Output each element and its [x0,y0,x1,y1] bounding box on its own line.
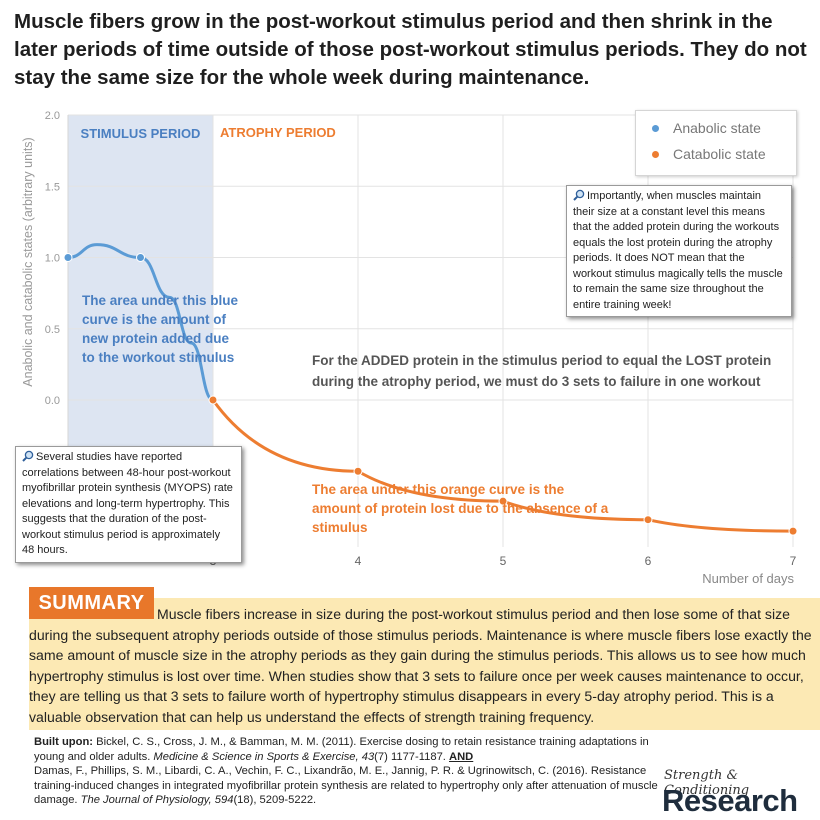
legend-item-anabolic: Anabolic state [652,120,761,136]
catabolic-point [788,526,798,536]
references-and: AND [449,750,474,763]
summary-text: Muscle fibers increase in size during th… [29,606,812,725]
legend-item-catabolic: Catabolic state [652,146,766,162]
x-tick-label: 7 [790,554,797,568]
y-axis-ticks: 2.0 1.5 1.0 0.5 0.0 [45,110,60,407]
y-axis-label: Anabolic and catabolic states (arbitrary… [21,137,35,386]
summary-box [29,598,820,730]
equality-annotation: For the ADDED protein in the stimulus pe… [312,353,771,389]
y-tick-label: 0.5 [45,324,60,336]
annotation-line: during the atrophy period, we must do 3 … [312,374,761,389]
legend-label-anabolic: Anabolic state [673,120,761,136]
magnifier-icon [22,450,34,462]
orange-area-annotation: The area under this orange curve is the a… [312,482,609,535]
references-heading: Built upon: [34,736,94,748]
x-axis-ticks: 34567 [210,554,797,568]
anabolic-point [136,253,145,262]
callout-right: Importantly, when muscles maintain their… [566,185,792,317]
blue-area-annotation: The area under this blue curve is the amo… [82,293,239,365]
annotation-line: to the workout stimulus [82,350,234,365]
anabolic-series-line [67,243,214,402]
annotation-line: stimulus [312,520,368,535]
annotation-line: amount of protein lost due to the absenc… [312,501,609,516]
x-tick-label: 6 [645,554,652,568]
x-axis-label: Number of days [702,571,794,586]
stimulus-period-label: STIMULUS PERIOD [81,126,201,141]
reference-2: Damas, F., Phillips, S. M., Libardi, C. … [34,765,658,806]
x-tick-label: 4 [355,554,362,568]
y-tick-label: 0.0 [45,395,60,407]
annotation-line: new protein added due [82,331,230,346]
legend-marker-anabolic [652,124,659,132]
y-tick-label: 1.5 [45,181,60,193]
reference-1-pages: (7) 1177-1187. [374,750,446,763]
catabolic-point [353,466,363,476]
annotation-line: curve is the amount of [82,312,227,327]
catabolic-point [498,496,508,506]
references: Built upon: Bickel, C. S., Cross, J. M.,… [34,735,664,808]
logo-wordmark: Research [662,783,798,818]
y-tick-label: 2.0 [45,110,60,122]
annotation-line: The area under this blue [82,293,239,308]
reference-2-pages: (18), 5209-5222. [233,794,317,806]
callout-right-text: Importantly, when muscles maintain their… [573,190,783,311]
series-points [63,253,798,536]
legend-marker-catabolic [652,150,659,158]
y-tick-label: 1.0 [45,253,60,265]
chart: 2.01.51.00.50.0 34567 Anabolic and catab… [21,110,798,586]
legend-label-catabolic: Catabolic state [673,146,766,162]
callout-left: Several studies have reported correlatio… [15,446,242,563]
atrophy-period-label: ATROPHY PERIOD [220,125,336,140]
annotation-line: For the ADDED protein in the stimulus pe… [312,353,771,368]
catabolic-point [643,515,653,525]
callout-left-text: Several studies have reported correlatio… [22,451,233,556]
summary-label: SUMMARY [29,587,154,619]
magnifier-icon [573,189,585,201]
catabolic-point [208,395,218,405]
chart-legend: Anabolic state Catabolic state [635,110,797,176]
reference-1: Bickel, C. S., Cross, J. M., & Bamman, M… [34,736,649,763]
page-headline: Muscle fibers grow in the post-workout s… [14,10,807,89]
anabolic-point [63,253,73,262]
logo-tagline: Strength & Conditioning [664,768,750,798]
reference-1-journal: Medicine & Science in Sports & Exercise,… [153,750,375,763]
annotation-line: The area under this orange curve is the [312,482,565,497]
x-tick-label: 5 [500,554,507,568]
reference-2-journal: The Journal of Physiology, 594 [80,794,234,806]
